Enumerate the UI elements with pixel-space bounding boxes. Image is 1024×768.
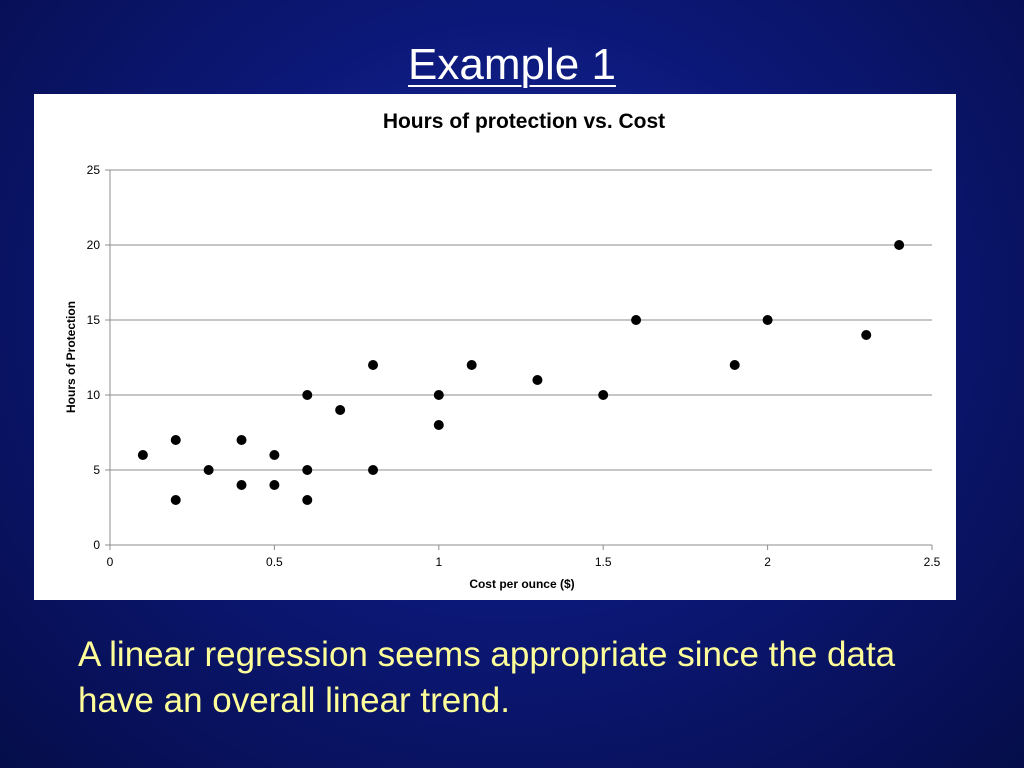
data-point (335, 405, 346, 415)
data-point (532, 375, 543, 385)
data-points (137, 240, 905, 505)
tick-labels: 0 5 10 15 20 25 0 0.5 1 1.5 2 2.5 (87, 163, 941, 569)
chart-panel: Hours of protection vs. Cost 0 5 10 15 20 25 0… (34, 94, 956, 600)
data-point (269, 450, 280, 460)
data-point (631, 315, 642, 325)
slide-title: Example 1 (408, 40, 616, 89)
x-axis-label: Cost per ounce ($) (469, 577, 574, 591)
x-tick-label: 2.5 (924, 555, 941, 569)
data-point (762, 315, 773, 325)
x-tick-label: 0.5 (266, 555, 283, 569)
y-tick-label: 5 (93, 463, 100, 477)
scatter-chart: Hours of protection vs. Cost 05101520250… (64, 110, 941, 591)
chart-title: Hours of protection vs. Cost (383, 110, 665, 133)
data-point (170, 495, 181, 505)
x-tick-label: 1 (435, 555, 442, 569)
y-axis-label: Hours of Protection (64, 301, 78, 413)
x-tick-label: 2 (764, 555, 771, 569)
data-point (466, 360, 477, 370)
data-point (729, 360, 740, 370)
x-tick-label: 1.5 (595, 555, 612, 569)
gridlines (110, 169, 932, 471)
data-point (433, 390, 444, 400)
data-point (894, 240, 905, 250)
y-tick-label: 25 (87, 163, 101, 177)
data-point (236, 480, 247, 490)
data-point (203, 465, 214, 475)
data-point (302, 495, 313, 505)
data-point (302, 465, 313, 475)
data-point (368, 465, 379, 475)
data-point (236, 435, 247, 445)
data-point (861, 330, 872, 340)
data-point (137, 450, 148, 460)
data-point (598, 390, 609, 400)
data-point (433, 420, 444, 430)
axes (105, 169, 933, 550)
y-tick-label: 20 (87, 238, 101, 252)
data-point (170, 435, 181, 445)
slide-caption: A linear regression seems appropriate si… (78, 635, 896, 720)
y-tick-label: 15 (87, 313, 101, 327)
y-tick-label: 10 (87, 388, 101, 402)
data-point (302, 390, 313, 400)
data-point (368, 360, 379, 370)
x-tick-label: 0 (107, 555, 114, 569)
data-point (269, 480, 280, 490)
y-tick-label: 0 (93, 538, 100, 552)
